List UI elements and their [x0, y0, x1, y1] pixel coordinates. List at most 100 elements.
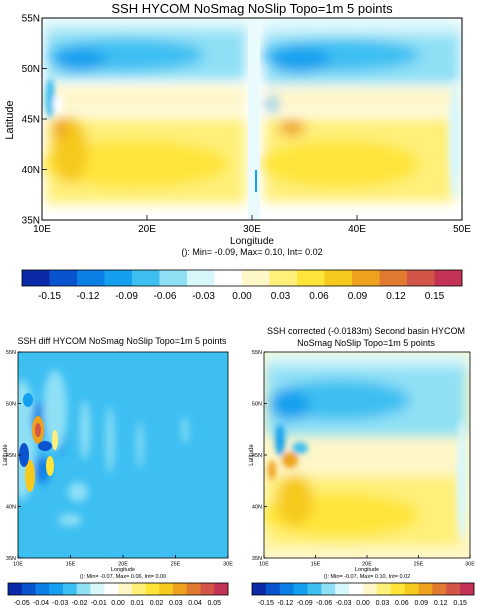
colorbar-swatch	[49, 583, 64, 595]
colorbar-swatch	[159, 583, 174, 595]
y-tick-label: 35N	[6, 556, 16, 562]
colorbar-swatch	[63, 583, 78, 595]
colorbar-label: -0.12	[277, 600, 293, 606]
colorbar-swatch	[214, 270, 243, 286]
colorbar-swatch	[35, 583, 50, 595]
colorbar-frame	[21, 269, 463, 287]
colorbar-label: 0.03	[271, 291, 291, 302]
y-tick-label: 35N	[22, 216, 40, 227]
y-tick-label: 50N	[6, 401, 16, 407]
panel-diff: SSH diff HYCOM NoSmag NoSlip Topo=1m 5 p…	[3, 336, 233, 606]
y-tick-label: 40N	[252, 504, 262, 510]
x-tick-label: 10E	[259, 562, 269, 568]
colorbar-label: -0.05	[14, 600, 30, 606]
colorbar-frame	[251, 582, 475, 596]
top-y-ticks: 35N 40N 45N 50N 55N	[22, 14, 47, 227]
colorbar-label: 0.02	[150, 600, 164, 606]
colorbar-swatch	[252, 583, 267, 595]
x-tick-label: 10E	[33, 224, 51, 235]
colorbar-label: 0.00	[232, 291, 252, 302]
colorbar-swatch	[186, 583, 201, 595]
x-tick-label: 20E	[118, 562, 128, 568]
colorbar-swatch	[460, 583, 475, 595]
top-plot-area	[42, 18, 462, 220]
diff-title: SSH diff HYCOM NoSmag NoSlip Topo=1m 5 p…	[17, 336, 227, 346]
colorbar-swatch	[173, 583, 188, 595]
y-tick-label: 55N	[22, 14, 40, 25]
colorbar-label: 0.09	[414, 600, 428, 606]
x-tick-label: 20E	[362, 562, 372, 568]
colorbar-label: 0.06	[309, 291, 329, 302]
colorbar-label: -0.09	[297, 600, 313, 606]
diff-x-ticks: 10E 15E 20E 25E 30E	[13, 555, 233, 568]
colorbar-swatch	[418, 583, 433, 595]
colorbar-label: 0.05	[207, 600, 221, 606]
colorbar-swatch	[352, 270, 380, 286]
y-tick-label: 50N	[22, 64, 40, 75]
top-x-ticks: 10E 20E 30E 40E 50E	[33, 215, 471, 235]
colorbar-swatch	[131, 583, 146, 595]
colorbar-swatch	[324, 270, 353, 286]
colorbar-swatch	[321, 583, 336, 595]
colorbar-swatch	[90, 583, 105, 595]
corrected-y-ticks: 35N 40N 45N 50N 55N	[252, 350, 267, 562]
x-tick-label: 30E	[465, 562, 475, 568]
diff-xlabel: Longitude	[111, 567, 135, 573]
colorbar-swatch	[242, 270, 270, 286]
colorbar-swatch	[77, 270, 105, 286]
y-tick-label: 50N	[252, 401, 262, 407]
colorbar-swatch	[104, 270, 133, 286]
x-tick-label: 30E	[223, 562, 233, 568]
colorbar-label: -0.09	[115, 291, 138, 302]
colorbar-swatch	[407, 270, 435, 286]
colorbar-swatch	[187, 270, 215, 286]
colorbar-swatch	[159, 270, 188, 286]
top-xlabel: Longitude	[230, 236, 274, 247]
colorbar-swatch	[145, 583, 160, 595]
top-stats: (): Min= -0.09, Max= 0.10, Int= 0.02	[181, 247, 322, 257]
colorbar-label: 0.01	[130, 600, 144, 606]
colorbar-label: -0.15	[258, 600, 274, 606]
colorbar-label: -0.04	[33, 600, 49, 606]
x-tick-label: 40E	[348, 224, 366, 235]
diff-ylabel: Latitude	[3, 444, 9, 466]
y-tick-label: 55N	[6, 350, 16, 356]
y-tick-label: 45N	[22, 115, 40, 126]
colorbar-label: 0.09	[348, 291, 368, 302]
diff-colorbar	[7, 582, 229, 596]
corrected-plot-area	[264, 352, 470, 558]
colorbar-swatch	[200, 583, 215, 595]
x-tick-label: 15E	[311, 562, 321, 568]
colorbar-swatch	[279, 583, 294, 595]
colorbar-swatch	[22, 270, 50, 286]
top-ylabel: Latitude	[4, 100, 16, 139]
colorbar-swatch	[293, 583, 308, 595]
corrected-x-ticks: 10E 15E 20E 25E 30E	[259, 555, 475, 568]
panel-corrected: SSH corrected (-0.0183m) Second basin HY…	[249, 326, 475, 606]
colorbar-label: 0.15	[453, 600, 467, 606]
diff-colorbar-labels: -0.05 -0.04 -0.03 -0.02 -0.01 0.00 0.01 0.02 0.0…	[14, 600, 221, 606]
colorbar-swatch	[335, 583, 350, 595]
y-tick-label: 40N	[6, 504, 16, 510]
colorbar-label: 0.00	[356, 600, 370, 606]
corrected-colorbar-labels: -0.15 -0.12 -0.09 -0.06 -0.03 0.00 0.03 0.06 0.0…	[258, 600, 467, 606]
colorbar-label: 0.12	[434, 600, 448, 606]
y-tick-label: 55N	[252, 350, 262, 356]
colorbar-swatch	[269, 270, 298, 286]
colorbar-swatch	[132, 270, 160, 286]
colorbar-label: -0.12	[77, 291, 100, 302]
x-tick-label: 25E	[171, 562, 181, 568]
colorbar-swatch	[446, 583, 461, 595]
colorbar-swatch	[404, 583, 419, 595]
colorbar-swatch	[363, 583, 378, 595]
colorbar-swatch	[432, 583, 447, 595]
colorbar-label: 0.12	[386, 291, 406, 302]
top-colorbar	[21, 269, 463, 287]
diff-stats: (): Min= -0.07, Max= 0.06, Int= 0.00	[80, 574, 166, 580]
colorbar-label: 0.00	[111, 600, 125, 606]
colorbar-swatch	[8, 583, 23, 595]
colorbar-label: 0.03	[376, 600, 390, 606]
colorbar-swatch	[379, 270, 408, 286]
corrected-ylabel: Latitude	[249, 444, 255, 466]
